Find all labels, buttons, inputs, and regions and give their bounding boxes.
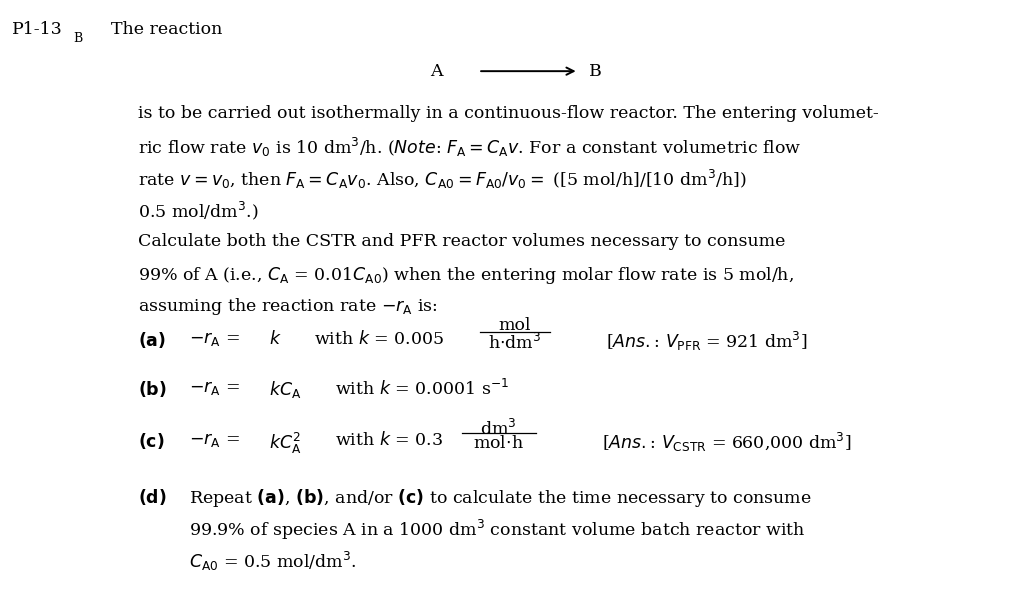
Text: h$\cdot$dm$^3$: h$\cdot$dm$^3$ xyxy=(488,333,542,353)
Text: $\mathbf{(b)}$: $\mathbf{(b)}$ xyxy=(138,379,167,399)
Text: $kC_{\mathrm{A}}^2$: $kC_{\mathrm{A}}^2$ xyxy=(269,431,302,456)
Text: A: A xyxy=(430,63,442,80)
Text: mol: mol xyxy=(499,317,531,334)
Text: 0.5 mol/dm$^3$.): 0.5 mol/dm$^3$.) xyxy=(138,200,259,222)
Text: $\mathbf{(d)}$: $\mathbf{(d)}$ xyxy=(138,487,167,507)
Text: mol$\cdot$h: mol$\cdot$h xyxy=(473,435,524,451)
Text: $-r_{\mathrm{A}}$ =: $-r_{\mathrm{A}}$ = xyxy=(189,431,241,449)
Text: $-r_{\mathrm{A}}$ =: $-r_{\mathrm{A}}$ = xyxy=(189,329,241,347)
Text: rate $\mathit{v} = \mathit{v}_0$, then $F_{\mathrm{A}} = C_{\mathrm{A}}\mathit{v: rate $\mathit{v} = \mathit{v}_0$, then $… xyxy=(138,168,746,191)
Text: P1-13: P1-13 xyxy=(12,21,63,38)
Text: $-r_{\mathrm{A}}$ =: $-r_{\mathrm{A}}$ = xyxy=(189,379,241,397)
Text: Calculate both the CSTR and PFR reactor volumes necessary to consume: Calculate both the CSTR and PFR reactor … xyxy=(138,233,785,250)
Text: is to be carried out isothermally in a continuous-flow reactor. The entering vol: is to be carried out isothermally in a c… xyxy=(138,105,879,121)
Text: [$\mathit{Ans.}$: $V_{\mathrm{CSTR}}$ = 660,000 dm$^3$]: [$\mathit{Ans.}$: $V_{\mathrm{CSTR}}$ = … xyxy=(602,431,852,454)
Text: $\mathbf{(a)}$: $\mathbf{(a)}$ xyxy=(138,329,166,350)
FancyArrowPatch shape xyxy=(481,68,573,75)
Text: $C_{\mathrm{A0}}$ = 0.5 mol/dm$^3$.: $C_{\mathrm{A0}}$ = 0.5 mol/dm$^3$. xyxy=(189,550,357,573)
Text: dm$^3$: dm$^3$ xyxy=(480,419,517,439)
Text: 99% of A (i.e., $C_{\mathrm{A}}$ = 0.01$C_{\mathrm{A0}}$) when the entering mola: 99% of A (i.e., $C_{\mathrm{A}}$ = 0.01$… xyxy=(138,265,795,286)
Text: The reaction: The reaction xyxy=(111,21,222,38)
Text: Repeat $\mathbf{(a)}$, $\mathbf{(b)}$, and/or $\mathbf{(c)}$ to calculate the ti: Repeat $\mathbf{(a)}$, $\mathbf{(b)}$, a… xyxy=(189,487,812,508)
Text: B: B xyxy=(74,32,83,45)
Text: $k$: $k$ xyxy=(269,329,282,347)
Text: assuming the reaction rate $-r_{\mathrm{A}}$ is:: assuming the reaction rate $-r_{\mathrm{… xyxy=(138,297,438,318)
Text: with $k$ = 0.005: with $k$ = 0.005 xyxy=(314,329,444,347)
Text: $kC_{\mathrm{A}}$: $kC_{\mathrm{A}}$ xyxy=(269,379,302,400)
Text: [$\mathit{Ans.}$: $V_{\mathrm{PFR}}$ = 921 dm$^3$]: [$\mathit{Ans.}$: $V_{\mathrm{PFR}}$ = 9… xyxy=(606,329,808,353)
Text: with $k$ = 0.0001 s$^{-1}$: with $k$ = 0.0001 s$^{-1}$ xyxy=(335,379,509,399)
Text: ric flow rate $\mathit{v}_0$ is 10 dm$^3$/h. ($\mathit{Note}$: $F_{\mathrm{A}} =: ric flow rate $\mathit{v}_0$ is 10 dm$^3… xyxy=(138,136,802,160)
Text: B: B xyxy=(589,63,601,80)
Text: with $k$ = 0.3: with $k$ = 0.3 xyxy=(335,431,443,449)
Text: $\mathbf{(c)}$: $\mathbf{(c)}$ xyxy=(138,431,165,451)
Text: 99.9% of species A in a 1000 dm$^3$ constant volume batch reactor with: 99.9% of species A in a 1000 dm$^3$ cons… xyxy=(189,518,806,542)
